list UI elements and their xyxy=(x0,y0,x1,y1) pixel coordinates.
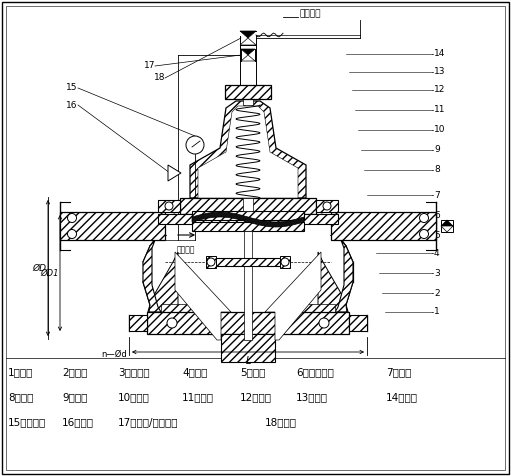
Polygon shape xyxy=(321,214,353,312)
Circle shape xyxy=(165,202,173,210)
Polygon shape xyxy=(243,99,253,105)
Text: 12: 12 xyxy=(434,86,446,95)
Polygon shape xyxy=(192,211,304,220)
Text: 接下水管: 接下水管 xyxy=(300,10,321,19)
Text: 7: 7 xyxy=(434,190,440,199)
Text: 5、阀杆: 5、阀杆 xyxy=(240,367,265,377)
Text: 13、球阀: 13、球阀 xyxy=(296,392,328,402)
Polygon shape xyxy=(161,304,221,312)
Polygon shape xyxy=(221,334,275,362)
Text: 9、阀盖: 9、阀盖 xyxy=(62,392,87,402)
Text: 18、球阀: 18、球阀 xyxy=(265,417,297,427)
Text: 17、泄压/持压导阀: 17、泄压/持压导阀 xyxy=(118,417,178,427)
Text: 3: 3 xyxy=(434,268,440,278)
Text: 2、螺母: 2、螺母 xyxy=(62,367,87,377)
Text: 14: 14 xyxy=(434,50,446,59)
Polygon shape xyxy=(244,231,252,340)
Text: 8、螺栓: 8、螺栓 xyxy=(8,392,33,402)
Polygon shape xyxy=(150,252,178,312)
Polygon shape xyxy=(331,212,436,240)
Text: 15: 15 xyxy=(65,83,77,92)
Circle shape xyxy=(420,214,429,222)
Text: 4、阀瓣: 4、阀瓣 xyxy=(182,367,207,377)
Polygon shape xyxy=(175,252,231,340)
Text: 16: 16 xyxy=(65,100,77,109)
Text: 15、压力表: 15、压力表 xyxy=(8,417,47,427)
Polygon shape xyxy=(192,222,304,231)
Circle shape xyxy=(167,318,177,328)
Polygon shape xyxy=(280,256,290,268)
Polygon shape xyxy=(243,198,253,211)
Text: 6: 6 xyxy=(434,210,440,219)
Text: 11、螺母: 11、螺母 xyxy=(182,392,214,402)
Polygon shape xyxy=(441,220,453,232)
Text: 14、球阀: 14、球阀 xyxy=(386,392,418,402)
Polygon shape xyxy=(60,212,165,240)
Text: 6、膜片压板: 6、膜片压板 xyxy=(296,367,334,377)
Polygon shape xyxy=(265,252,321,340)
Circle shape xyxy=(207,258,215,266)
Polygon shape xyxy=(225,85,271,99)
Circle shape xyxy=(319,318,329,328)
Circle shape xyxy=(420,229,429,238)
Circle shape xyxy=(67,229,77,238)
Polygon shape xyxy=(158,214,338,224)
Text: 10: 10 xyxy=(434,126,446,135)
Polygon shape xyxy=(441,226,453,232)
Polygon shape xyxy=(275,304,335,312)
Text: ØD: ØD xyxy=(32,264,46,272)
Text: 10、螺母: 10、螺母 xyxy=(118,392,150,402)
Polygon shape xyxy=(241,55,255,61)
Text: n—Ød: n—Ød xyxy=(101,349,127,358)
Polygon shape xyxy=(240,31,256,38)
Text: 13: 13 xyxy=(434,68,446,77)
Circle shape xyxy=(281,258,289,266)
Polygon shape xyxy=(190,101,306,198)
Text: 1、阀体: 1、阀体 xyxy=(8,367,33,377)
Polygon shape xyxy=(147,312,349,334)
Text: 11: 11 xyxy=(434,106,446,115)
Polygon shape xyxy=(6,6,505,470)
Polygon shape xyxy=(318,252,346,312)
Text: ØD1: ØD1 xyxy=(40,268,59,278)
Text: 8: 8 xyxy=(434,166,440,175)
Polygon shape xyxy=(214,258,282,266)
Text: L: L xyxy=(245,356,251,366)
Polygon shape xyxy=(192,212,304,227)
Polygon shape xyxy=(349,315,367,331)
Text: 3、密封圈: 3、密封圈 xyxy=(118,367,150,377)
Polygon shape xyxy=(143,214,175,312)
Text: 5: 5 xyxy=(434,230,440,239)
Text: 9: 9 xyxy=(434,146,440,155)
Text: 4: 4 xyxy=(434,248,439,258)
Text: 17: 17 xyxy=(144,61,155,70)
Text: 2: 2 xyxy=(434,288,439,298)
Polygon shape xyxy=(241,49,255,55)
Text: 18: 18 xyxy=(153,73,165,82)
Polygon shape xyxy=(180,198,316,214)
Polygon shape xyxy=(316,200,338,212)
Polygon shape xyxy=(129,315,147,331)
Polygon shape xyxy=(240,38,256,45)
Polygon shape xyxy=(206,256,216,268)
Polygon shape xyxy=(441,220,453,226)
Text: 16、球阀: 16、球阀 xyxy=(62,417,94,427)
Circle shape xyxy=(67,214,77,222)
Text: 1: 1 xyxy=(434,307,440,317)
Circle shape xyxy=(186,136,204,154)
Text: 进水方向: 进水方向 xyxy=(177,245,195,254)
Text: 7、膜片: 7、膜片 xyxy=(386,367,411,377)
Polygon shape xyxy=(198,106,298,198)
Polygon shape xyxy=(168,165,181,181)
Circle shape xyxy=(323,202,331,210)
Text: 12、弹簧: 12、弹簧 xyxy=(240,392,272,402)
Polygon shape xyxy=(158,200,180,212)
